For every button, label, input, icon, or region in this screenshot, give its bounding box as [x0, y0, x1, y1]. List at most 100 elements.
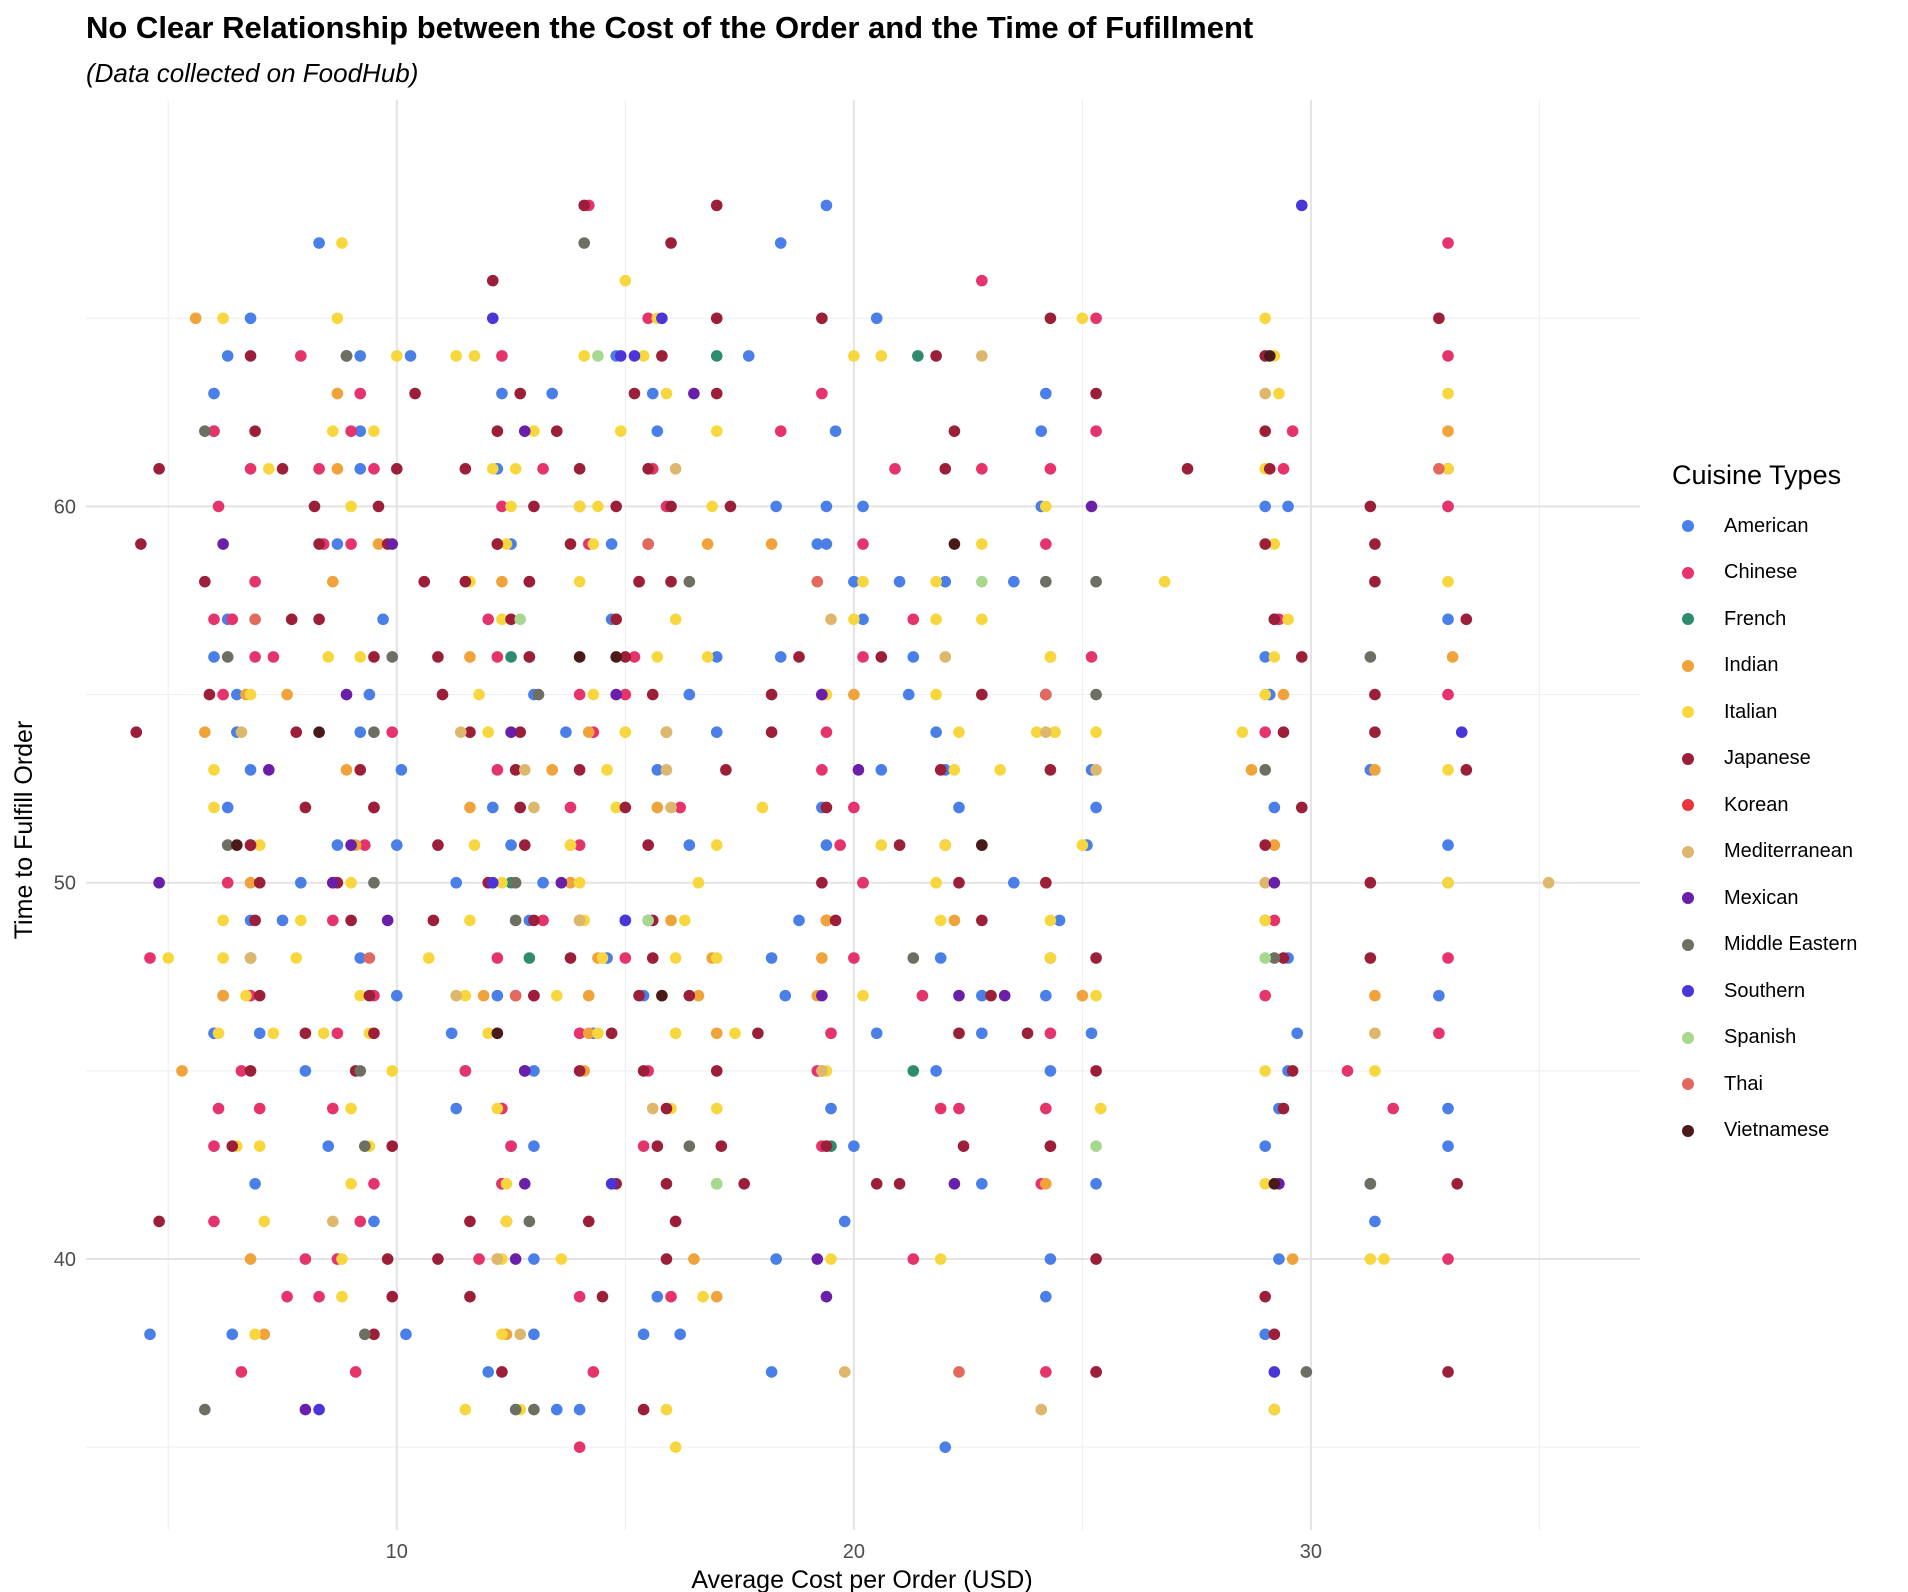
point-mediterranean — [976, 350, 988, 362]
legend-label-thai: Thai — [1724, 1072, 1763, 1095]
point-american — [546, 387, 558, 400]
point-indian — [244, 1253, 257, 1265]
point-mediterranean — [573, 914, 586, 927]
point-chinese — [889, 462, 901, 475]
point-southern — [1268, 1366, 1281, 1378]
point-italian — [578, 350, 590, 362]
point-american — [560, 726, 572, 739]
point-chinese — [1341, 1065, 1354, 1077]
point-chinese — [299, 1253, 312, 1265]
legend-key-spanish — [1682, 1031, 1694, 1044]
point-italian — [482, 1027, 495, 1040]
point-american — [276, 914, 289, 927]
point-indian — [848, 688, 860, 701]
legend-item-vietnamese: Vietnamese — [1672, 1108, 1857, 1155]
point-japanese — [1268, 1328, 1281, 1341]
point-italian — [550, 989, 563, 1002]
point-japanese — [646, 688, 659, 701]
point-american — [208, 651, 220, 663]
point-japanese — [715, 1140, 728, 1152]
point-japanese — [816, 312, 828, 325]
point-american — [496, 387, 508, 400]
point-mexican — [816, 989, 828, 1002]
point-japanese — [875, 651, 888, 663]
point-japanese — [1286, 1065, 1299, 1077]
point-chinese — [217, 688, 229, 701]
point-japanese — [203, 688, 216, 701]
point-indian — [1446, 651, 1459, 663]
point-japanese — [633, 989, 645, 1002]
point-italian — [619, 274, 632, 287]
point-american — [331, 538, 344, 550]
point-middle-eastern — [509, 876, 522, 889]
point-italian — [848, 613, 860, 626]
point-american — [244, 312, 257, 325]
point-japanese — [436, 688, 449, 701]
point-american — [249, 1177, 261, 1190]
point-japanese — [683, 989, 696, 1002]
point-italian — [500, 1215, 513, 1228]
point-american — [742, 350, 755, 362]
point-mexican — [505, 726, 517, 739]
point-chinese — [1090, 312, 1102, 325]
legend-item-chinese: Chinese — [1672, 550, 1857, 597]
point-indian — [765, 538, 778, 550]
point-american — [1259, 651, 1272, 663]
point-american — [528, 1253, 540, 1265]
y-tick-label: 40 — [54, 1249, 76, 1271]
point-vietnamese — [231, 839, 243, 851]
legend-key-southern — [1682, 985, 1694, 998]
point-japanese — [870, 1177, 883, 1190]
point-american — [1259, 1140, 1272, 1152]
point-japanese — [1259, 1290, 1272, 1303]
point-chinese — [537, 462, 549, 475]
point-chinese — [482, 613, 495, 626]
point-american — [244, 764, 257, 776]
legend-key-indian — [1682, 659, 1694, 672]
point-indian — [1040, 1177, 1052, 1190]
point-chinese — [1259, 989, 1272, 1002]
x-tick-label: 20 — [843, 1541, 865, 1563]
point-middle-eastern — [1300, 1366, 1313, 1378]
point-japanese — [893, 839, 906, 851]
point-american — [683, 839, 696, 851]
point-italian — [710, 1102, 723, 1115]
chart-subtitle: (Data collected on FoodHub) — [86, 58, 419, 88]
point-italian — [660, 1403, 673, 1416]
point-chinese — [1085, 651, 1098, 663]
legend-label-indian: Indian — [1724, 654, 1779, 677]
point-chinese — [573, 688, 586, 701]
point-chinese — [1442, 952, 1454, 964]
point-mexican — [953, 989, 965, 1002]
chart-title: No Clear Relationship between the Cost o… — [86, 10, 1254, 45]
point-mediterranean — [528, 801, 540, 814]
point-american — [674, 1328, 686, 1341]
point-indian — [1286, 1253, 1299, 1265]
point-middle-eastern — [1268, 952, 1281, 964]
point-chinese — [368, 1177, 380, 1190]
point-japanese — [646, 952, 659, 964]
point-american — [400, 1328, 412, 1341]
point-japanese — [660, 1102, 673, 1115]
point-american — [1442, 839, 1454, 851]
point-middle-eastern — [359, 1140, 371, 1152]
point-japanese — [633, 575, 645, 588]
point-mexican — [386, 538, 399, 550]
point-chinese — [313, 1290, 325, 1303]
point-american — [1273, 1253, 1285, 1265]
point-american — [848, 575, 860, 588]
point-indian — [1076, 989, 1089, 1002]
point-mediterranean — [816, 1065, 828, 1077]
point-japanese — [432, 651, 444, 663]
point-japanese — [1364, 500, 1377, 513]
point-italian — [678, 914, 691, 927]
point-japanese — [464, 1215, 476, 1228]
point-middle-eastern — [1090, 575, 1102, 588]
point-chinese — [916, 989, 929, 1002]
point-japanese — [518, 839, 531, 851]
point-middle-eastern — [221, 651, 234, 663]
point-italian — [1236, 726, 1249, 739]
point-italian — [934, 1253, 947, 1265]
point-american — [368, 1215, 380, 1228]
point-italian — [331, 312, 344, 325]
